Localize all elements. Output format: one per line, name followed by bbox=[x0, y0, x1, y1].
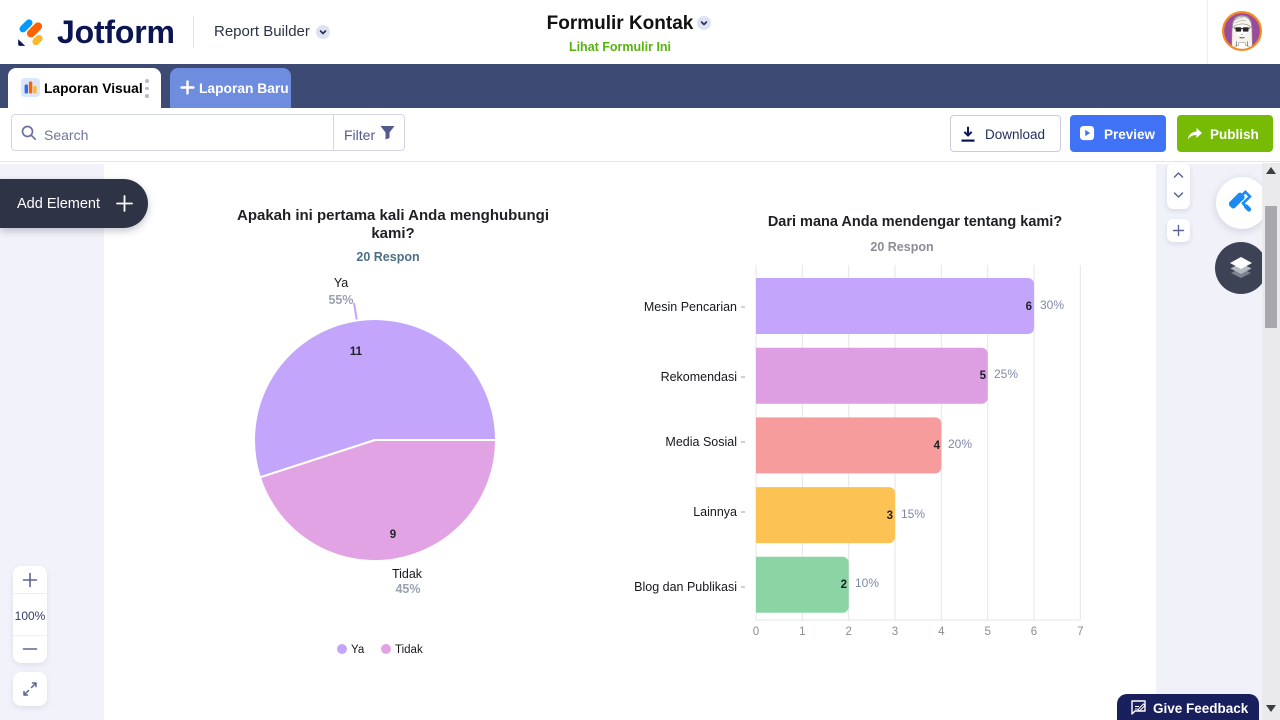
svg-text:45%: 45% bbox=[395, 582, 420, 596]
svg-text:Blog dan Publikasi: Blog dan Publikasi bbox=[634, 580, 737, 594]
svg-text:1: 1 bbox=[799, 626, 805, 638]
svg-text:3: 3 bbox=[892, 626, 898, 638]
svg-text:20 Respon: 20 Respon bbox=[356, 250, 419, 264]
svg-text:0: 0 bbox=[753, 626, 759, 638]
svg-text:Rekomendasi: Rekomendasi bbox=[661, 370, 737, 384]
svg-text:30%: 30% bbox=[1040, 298, 1064, 312]
svg-text:9: 9 bbox=[390, 529, 396, 541]
svg-text:55%: 55% bbox=[328, 293, 353, 307]
svg-text:Dari mana Anda mendengar tenta: Dari mana Anda mendengar tentang kami? bbox=[768, 214, 1063, 230]
svg-text:2: 2 bbox=[845, 626, 851, 638]
svg-text:10%: 10% bbox=[855, 576, 879, 590]
svg-text:7: 7 bbox=[1077, 626, 1083, 638]
svg-text:Apakah ini pertama kali Anda m: Apakah ini pertama kali Anda menghubungi bbox=[237, 207, 549, 224]
svg-text:5: 5 bbox=[980, 370, 987, 382]
svg-text:6: 6 bbox=[1031, 626, 1037, 638]
svg-text:2: 2 bbox=[841, 579, 847, 591]
svg-text:Tidak: Tidak bbox=[392, 567, 423, 581]
svg-text:11: 11 bbox=[350, 346, 363, 358]
svg-text:Ya: Ya bbox=[351, 644, 365, 656]
svg-text:5: 5 bbox=[984, 626, 990, 638]
svg-text:Mesin Pencarian: Mesin Pencarian bbox=[644, 300, 737, 314]
svg-text:20 Respon: 20 Respon bbox=[870, 240, 933, 254]
svg-text:kami?: kami? bbox=[371, 225, 414, 242]
svg-text:20%: 20% bbox=[948, 437, 972, 451]
svg-text:4: 4 bbox=[938, 626, 945, 638]
svg-text:Media Sosial: Media Sosial bbox=[665, 435, 737, 449]
svg-text:3: 3 bbox=[887, 510, 893, 522]
svg-text:15%: 15% bbox=[901, 507, 925, 521]
svg-text:Tidak: Tidak bbox=[395, 644, 423, 656]
svg-text:6: 6 bbox=[1026, 301, 1032, 313]
svg-text:4: 4 bbox=[934, 440, 941, 452]
svg-text:25%: 25% bbox=[994, 367, 1018, 381]
svg-text:Lainnya: Lainnya bbox=[693, 505, 737, 519]
svg-text:Ya: Ya bbox=[334, 276, 348, 290]
